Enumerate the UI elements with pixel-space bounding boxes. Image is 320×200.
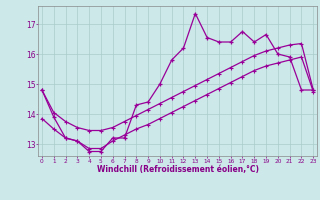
X-axis label: Windchill (Refroidissement éolien,°C): Windchill (Refroidissement éolien,°C): [97, 165, 259, 174]
